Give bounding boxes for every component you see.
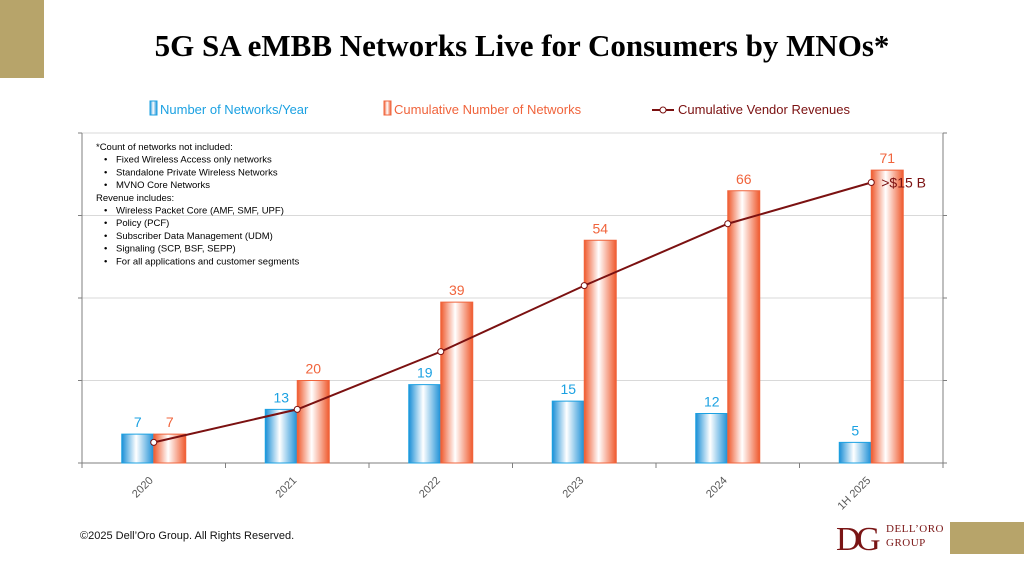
bar-networks-per-year [551, 400, 585, 464]
logo-line1: DELL’ORO [886, 523, 944, 535]
bar-label-cumulative-networks: 71 [879, 150, 895, 166]
logo-line2: GROUP [886, 537, 926, 549]
revenue-point [150, 438, 158, 446]
chart: 7 7 2020 13 20 2021 19 39 2022 15 54 2023 12 66 2024 5 7… [78, 100, 947, 513]
bar-networks-per-year [264, 408, 298, 464]
bar-cumulative-networks [440, 301, 474, 464]
bar-label-cumulative-networks: 39 [449, 282, 465, 298]
note-heading: *Count of networks not included: [96, 142, 233, 153]
note-item: Subscriber Data Management (UDM) [116, 231, 273, 242]
legend-label-revenue: Cumulative Vendor Revenues [678, 102, 850, 117]
bar-cumulative-networks [727, 190, 761, 464]
svg-text:D: D [836, 521, 861, 556]
note-bullet: • [104, 167, 107, 178]
bar-cumulative-networks [870, 169, 904, 464]
legend-label-networks-per-year: Number of Networks/Year [160, 102, 309, 117]
note-bullet: • [104, 231, 107, 242]
legend-swatch-cumulative-networks [383, 100, 392, 116]
note-bullet: • [104, 155, 107, 166]
x-tick-label: 1H 2025 [835, 475, 873, 513]
bar-label-networks-per-year: 5 [851, 422, 859, 438]
revenue-point [293, 405, 301, 413]
bar-label-cumulative-networks: 20 [305, 361, 321, 377]
accent-bar-top-left [0, 0, 44, 78]
note-item: For all applications and customer segmen… [116, 256, 299, 267]
copyright-text: ©2025 Dell’Oro Group. All Rights Reserve… [80, 530, 295, 542]
note-item: Signaling (SCP, BSF, SEPP) [116, 244, 236, 255]
legend-swatch-networks-per-year [149, 100, 158, 116]
note-item: Wireless Packet Core (AMF, SMF, UPF) [116, 206, 284, 217]
bar-label-cumulative-networks: 7 [166, 414, 174, 430]
note-heading: Revenue includes: [96, 193, 174, 204]
bar-label-cumulative-networks: 66 [736, 171, 752, 187]
bar-label-networks-per-year: 13 [273, 389, 289, 405]
legend-label-cumulative-networks: Cumulative Number of Networks [394, 102, 582, 117]
revenue-point [867, 179, 875, 186]
bar-networks-per-year [408, 384, 442, 464]
bar-networks-per-year [695, 413, 729, 464]
note-bullet: • [104, 180, 107, 191]
page-title: 5G SA eMBB Networks Live for Consumers b… [154, 28, 890, 63]
bar-networks-per-year [121, 433, 155, 464]
bar-cumulative-networks [583, 239, 617, 464]
x-tick-label: 2021 [274, 475, 300, 501]
legend-swatch-revenue-point [659, 106, 667, 114]
note-bullet: • [104, 206, 107, 217]
revenue-end-label: >$15 B [881, 175, 926, 191]
bar-label-networks-per-year: 19 [417, 365, 433, 381]
note-bullet: • [104, 244, 107, 255]
x-tick-label: 2022 [417, 475, 443, 501]
note-bullet: • [104, 256, 107, 267]
revenue-line [153, 181, 872, 444]
note-item: Policy (PCF) [116, 218, 169, 229]
note-item: Fixed Wireless Access only networks [116, 155, 272, 166]
note-item: MVNO Core Networks [116, 180, 210, 191]
svg-text:G: G [856, 521, 881, 556]
x-tick-label: 2020 [130, 475, 156, 501]
bar-cumulative-networks [296, 380, 330, 464]
bar-label-networks-per-year: 7 [134, 414, 142, 430]
delloro-logo: D G DELL’ORO GROUP [836, 520, 954, 558]
bar-label-cumulative-networks: 54 [592, 220, 608, 236]
revenue-point [437, 348, 445, 356]
accent-bar-bottom-right [950, 522, 1024, 554]
note-item: Standalone Private Wireless Networks [116, 167, 278, 178]
bar-networks-per-year [838, 441, 872, 464]
dg-monogram-icon: D G [836, 521, 881, 558]
x-tick-label: 2023 [561, 475, 587, 501]
x-tick-label: 2024 [704, 475, 730, 501]
revenue-point [724, 220, 732, 228]
revenue-point [580, 282, 588, 290]
bar-label-networks-per-year: 12 [704, 394, 720, 410]
bar-label-networks-per-year: 15 [560, 381, 576, 397]
note-bullet: • [104, 218, 107, 229]
